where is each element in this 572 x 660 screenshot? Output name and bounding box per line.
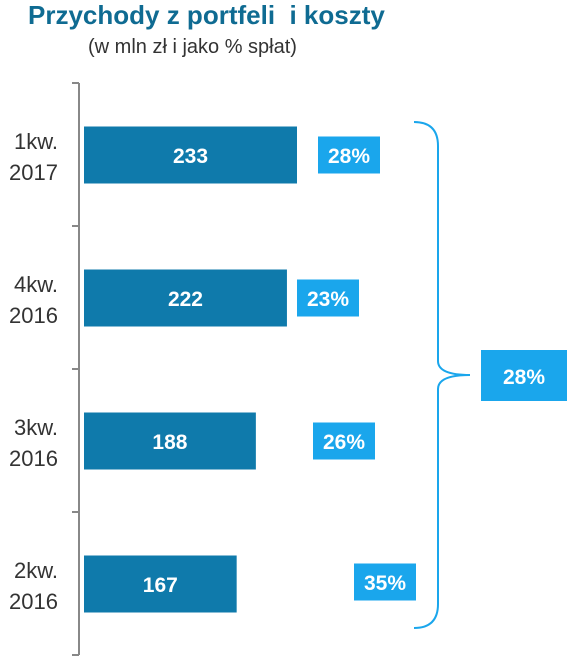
category-label: 3kw. 2016: [9, 415, 58, 471]
chart-subtitle: (w mln zł i jako % spłat): [88, 36, 297, 58]
percent-label: 23%: [307, 288, 349, 311]
curly-bracket: [413, 121, 471, 629]
percent-label: 35%: [364, 572, 406, 595]
total-percent-label: 28%: [503, 366, 545, 389]
bar: [84, 269, 287, 327]
bar-value-label: 188: [152, 431, 187, 454]
bar-value-label: 222: [168, 288, 203, 311]
bar-value-label: 167: [143, 574, 178, 597]
category-label: 2kw. 2016: [9, 558, 58, 614]
percent-label: 26%: [323, 431, 365, 454]
bar-value-label: 233: [173, 145, 208, 168]
bar: [84, 126, 297, 184]
category-label: 1kw. 2017: [9, 129, 58, 185]
bar: [84, 555, 237, 613]
percent-label: 28%: [328, 145, 370, 168]
chart-title: Przychody z portfeli i koszty: [28, 0, 385, 30]
percent-box: [297, 279, 359, 317]
percent-box: [313, 422, 375, 460]
percent-box: [318, 136, 380, 174]
percent-box: [354, 563, 416, 601]
total-percent-box: [481, 350, 567, 401]
category-label: 4kw. 2016: [9, 272, 58, 328]
bar: [84, 412, 256, 470]
